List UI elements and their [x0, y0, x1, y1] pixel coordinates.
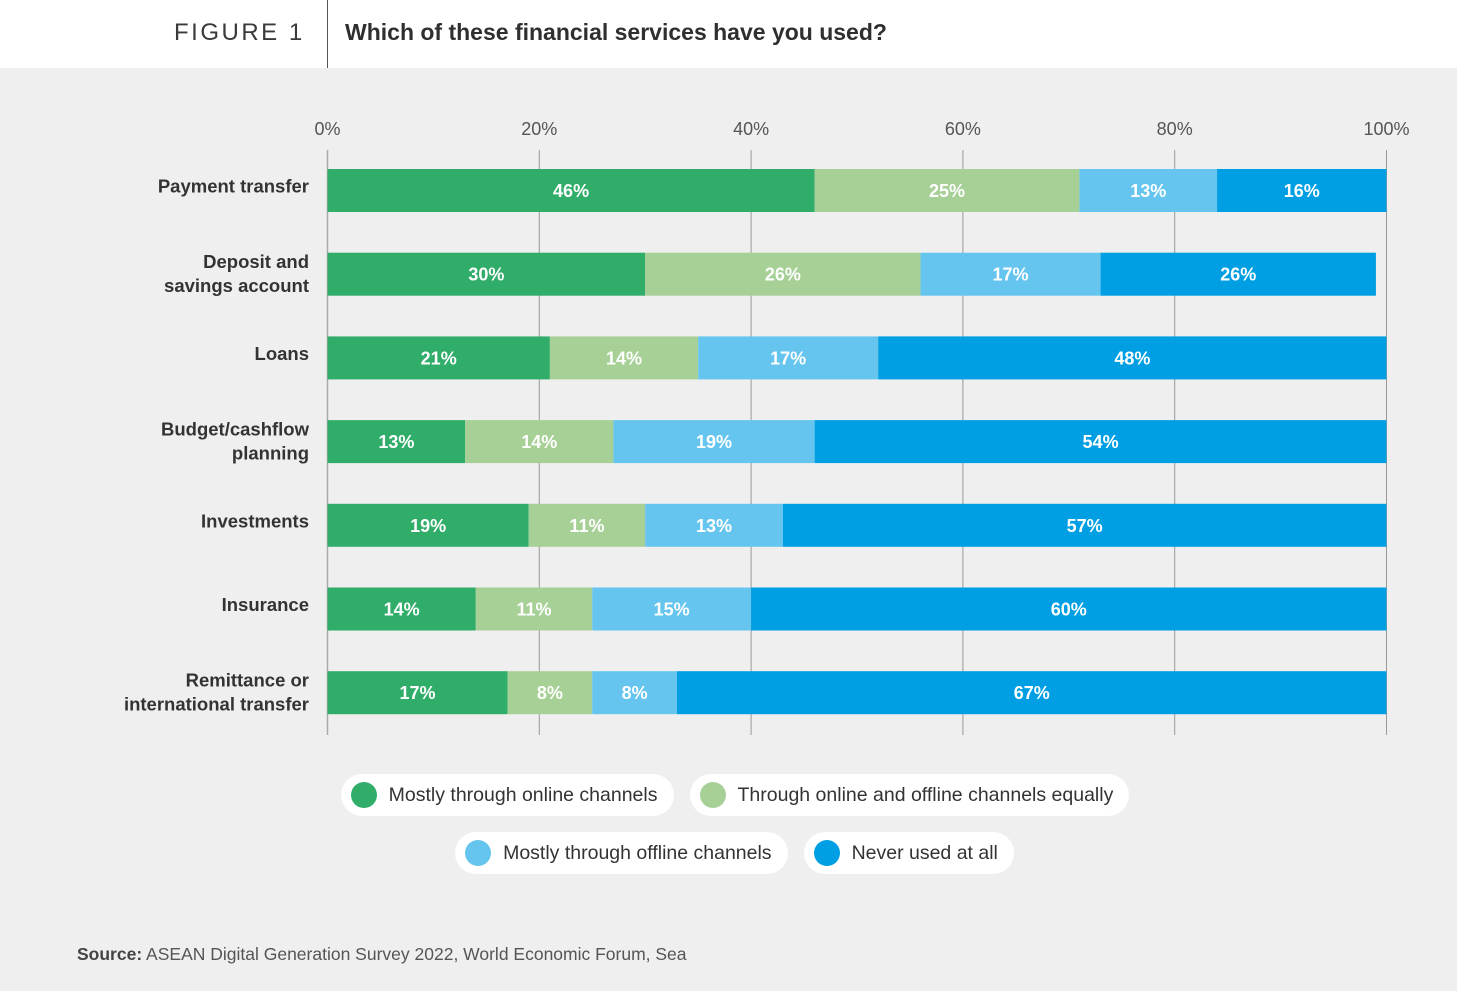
legend-swatch-online — [350, 782, 377, 808]
bar-value-label: 30% — [468, 265, 504, 285]
x-tick-label: 0% — [314, 119, 340, 139]
bar-segment — [465, 420, 614, 464]
bar-segment — [327, 169, 815, 212]
legend-label: Through online and offline channels equa… — [737, 783, 1114, 806]
bar-value-label: 17% — [993, 265, 1029, 285]
x-tick-label: 100% — [1363, 119, 1409, 139]
stacked-bar-chart: 0% 20% 40% 60% 80% 100% 46% 25% 13% 16% 30% 26% 17%… — [124, 119, 1410, 735]
legend-swatch-offline — [465, 840, 492, 866]
category-label: savings account — [164, 275, 309, 296]
legend-swatch-never — [813, 840, 840, 866]
bar-segment — [751, 587, 1387, 631]
category-label: planning — [232, 443, 309, 464]
source-text: ASEAN Digital Generation Survey 2022, Wo… — [142, 944, 687, 964]
x-tick-label: 60% — [945, 119, 981, 139]
category-labels: Payment transfer Deposit and savings accou… — [124, 176, 310, 715]
bar-segment — [920, 252, 1101, 296]
legend-label: Mostly through offline channels — [503, 841, 772, 864]
bar-value-label: 17% — [770, 348, 806, 368]
bar-value-label: 8% — [622, 683, 648, 703]
bar-value-label: 11% — [569, 516, 604, 536]
bar-value-label: 26% — [765, 265, 801, 285]
bar-value-label: 19% — [410, 516, 446, 536]
bar-segment — [782, 503, 1387, 547]
x-tick-label: 40% — [733, 119, 769, 139]
category-label: international transfer — [124, 694, 309, 715]
bar-segment — [1079, 169, 1218, 212]
bar-segment — [698, 336, 879, 380]
legend-item-never: Never used at all — [803, 832, 1014, 874]
legend-label: Mostly through online channels — [388, 783, 658, 806]
bar-segment — [592, 671, 677, 715]
category-label: Budget/cashflow — [161, 419, 310, 440]
x-tick-label: 20% — [521, 119, 557, 139]
category-label: Payment transfer — [158, 176, 309, 197]
bar-value-label: 11% — [516, 600, 551, 620]
bar-value-label: 60% — [1051, 600, 1087, 620]
bar-segment — [327, 252, 646, 296]
bar-segment — [549, 336, 699, 380]
bar-value-label: 54% — [1083, 432, 1119, 452]
figure-header: FIGURE 1 Which of these financial servic… — [0, 0, 1457, 68]
bar-segment — [528, 503, 646, 547]
bar-value-label: 14% — [606, 348, 642, 368]
bar-segment — [475, 587, 593, 631]
bar-value-label: 46% — [553, 181, 589, 201]
bar-value-label: 17% — [399, 683, 435, 703]
bar-value-label: 26% — [1220, 265, 1256, 285]
x-tick-label: 80% — [1157, 119, 1193, 139]
bars: 46% 25% 13% 16% 30% 26% 17% 26% 21% 14% 17% 48% 13% 1… — [327, 169, 1387, 715]
bar-segment — [814, 420, 1387, 464]
figure-label: FIGURE 1 — [174, 19, 305, 46]
bar-segment — [613, 420, 815, 464]
category-label: Deposit and — [203, 251, 309, 272]
category-label: Insurance — [222, 594, 309, 615]
bar-value-label: 25% — [929, 181, 965, 201]
category-label: Investments — [201, 510, 309, 531]
bar-segment — [676, 671, 1387, 715]
bar-segment — [327, 420, 466, 464]
bar-segment — [327, 671, 508, 715]
bar-value-label: 14% — [384, 600, 420, 620]
bar-value-label: 57% — [1067, 516, 1103, 536]
legend-item-both: Through online and offline channels equa… — [689, 774, 1130, 816]
bar-value-label: 8% — [537, 683, 563, 703]
bar-value-label: 48% — [1114, 348, 1150, 368]
header-divider — [327, 0, 328, 68]
source-note: Source: ASEAN Digital Generation Survey … — [77, 944, 687, 965]
bar-segment — [645, 252, 921, 296]
legend-row-2: Mostly through offline channels Never us… — [0, 832, 1457, 874]
bar-segment — [327, 336, 550, 380]
legend-row-1: Mostly through online channels Through o… — [0, 774, 1457, 816]
legend-item-online: Mostly through online channels — [340, 774, 674, 816]
source-prefix: Source: — [77, 944, 143, 964]
bar-segment — [507, 671, 593, 715]
bar-value-label: 21% — [421, 348, 457, 368]
bar-value-label: 15% — [654, 600, 690, 620]
category-label: Remittance or — [186, 670, 309, 691]
bar-segment — [645, 503, 783, 547]
bar-segment — [1217, 169, 1387, 212]
bar-segment — [814, 169, 1080, 212]
x-axis-ticks: 0% 20% 40% 60% 80% 100% — [314, 119, 1409, 139]
bar-value-label: 14% — [521, 432, 557, 452]
category-label: Loans — [255, 343, 309, 364]
bar-value-label: 13% — [1130, 181, 1166, 201]
legend-item-offline: Mostly through offline channels — [455, 832, 788, 874]
bar-segment — [1100, 252, 1376, 296]
bar-segment — [878, 336, 1387, 380]
bar-value-label: 67% — [1014, 683, 1050, 703]
bar-value-label: 19% — [696, 432, 732, 452]
chart-title: Which of these financial services have y… — [345, 19, 887, 45]
legend-label: Never used at all — [851, 841, 998, 864]
legend-swatch-both — [699, 782, 726, 808]
bar-value-label: 16% — [1284, 181, 1320, 201]
bar-segment — [327, 587, 476, 631]
bar-value-label: 13% — [378, 432, 414, 452]
bar-segment — [592, 587, 752, 631]
bar-segment — [327, 503, 529, 547]
bar-value-label: 13% — [696, 516, 732, 536]
